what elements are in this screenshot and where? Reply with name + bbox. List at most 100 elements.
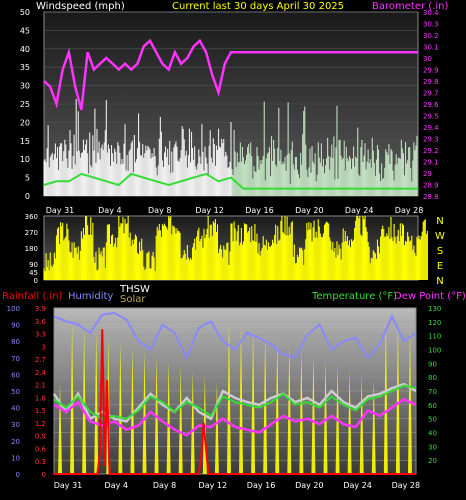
wind-average-line bbox=[43, 172, 418, 190]
temperature-tick-label: 50 bbox=[428, 416, 437, 424]
wind-direction-bars bbox=[43, 216, 428, 280]
rainfall-tick-label: 1.5 bbox=[35, 407, 46, 415]
compass-label: N bbox=[436, 216, 443, 227]
wind-tick-label: 5 bbox=[25, 174, 30, 183]
rain-temp-x-label: Day 8 bbox=[153, 481, 176, 490]
rainfall-tick-label: 0.9 bbox=[35, 433, 46, 441]
compass-label: S bbox=[437, 246, 443, 257]
temperature-tick-label: 80 bbox=[428, 374, 437, 382]
barometer-tick-label: 29.6 bbox=[423, 101, 439, 109]
solar-spike bbox=[82, 326, 87, 474]
solar-spike bbox=[371, 379, 376, 474]
dew-point-line bbox=[53, 397, 417, 437]
direction-tick-label: 90 bbox=[29, 261, 38, 269]
rain-temp-x-label: Day 20 bbox=[295, 481, 324, 490]
barometer-tick-label: 28.9 bbox=[423, 182, 439, 190]
wind-tick-label: 30 bbox=[20, 82, 30, 91]
barometer-tick-label: 29 bbox=[423, 170, 432, 178]
solar-spike bbox=[94, 331, 99, 474]
solar-spike bbox=[395, 322, 400, 474]
wind-x-label: Day 4 bbox=[98, 206, 121, 215]
rainfall-tick-label: 0 bbox=[42, 471, 46, 479]
temperature-legend: Temperature (°F) bbox=[311, 291, 397, 302]
wind-x-label: Day 16 bbox=[245, 206, 274, 215]
thsw-line bbox=[52, 382, 417, 423]
rain-temp-x-label: Day 12 bbox=[199, 481, 228, 490]
solar-spike bbox=[311, 354, 316, 474]
barometer-panel-title: Barometer (.in) bbox=[372, 1, 448, 12]
wind-tick-label: 40 bbox=[20, 45, 30, 54]
wind-panel-title: Windspeed (mph) bbox=[36, 1, 125, 12]
barometer-tick-label: 29.2 bbox=[423, 147, 439, 155]
rainfall-axis-ticks: 0 0.3 0.6 0.9 1.2 1.5 1.8 2.1 2.4 2.7 3 3.3 3.6 3.9 bbox=[35, 305, 47, 479]
humidity-tick-label: 0 bbox=[16, 471, 20, 479]
barometer-tick-label: 30.2 bbox=[423, 32, 439, 40]
wind-x-label: Day 12 bbox=[195, 206, 224, 215]
solar-spike bbox=[70, 321, 75, 474]
temperature-tick-label: 30 bbox=[428, 443, 437, 451]
wind-tick-label: 10 bbox=[20, 155, 30, 164]
temperature-tick-label: 110 bbox=[428, 333, 441, 341]
solar-spike bbox=[178, 366, 183, 474]
rain-rate-line bbox=[54, 329, 416, 475]
barometer-tick-label: 28.8 bbox=[423, 193, 439, 201]
solar-spike bbox=[383, 317, 388, 474]
solar-legend: Solar bbox=[120, 294, 146, 305]
wind-tick-label: 50 bbox=[20, 8, 30, 17]
rainfall-tick-label: 2.1 bbox=[35, 382, 46, 390]
wind-panel-x-labels: Day 31 Day 4 Day 8 Day 12 Day 16 Day 20 Day 24… bbox=[46, 206, 424, 215]
temperature-tick-label: 90 bbox=[428, 360, 437, 368]
temperature-tick-label: 70 bbox=[428, 388, 437, 396]
barometer-tick-label: 29.9 bbox=[423, 67, 439, 75]
humidity-legend: Humidity bbox=[68, 291, 113, 302]
solar-spike bbox=[287, 344, 292, 474]
rainfall-tick-label: 3.3 bbox=[35, 331, 46, 339]
wind-tick-label: 25 bbox=[20, 100, 30, 109]
center-title: Current last 30 days April 30 2025 bbox=[172, 1, 344, 12]
wind-tick-label: 45 bbox=[20, 26, 30, 35]
humidity-tick-label: 20 bbox=[11, 438, 20, 446]
solar-spike bbox=[166, 361, 171, 474]
direction-tick-label: 0 bbox=[34, 277, 38, 285]
humidity-tick-label: 10 bbox=[11, 454, 20, 462]
direction-tick-label: 180 bbox=[25, 245, 38, 253]
rainfall-tick-label: 0.3 bbox=[35, 458, 46, 466]
wind-tick-label: 35 bbox=[20, 63, 30, 72]
temperature-axis-ticks: 20 30 40 50 60 70 80 90 100 110 120 130 bbox=[428, 305, 441, 465]
rainfall-tick-label: 1.2 bbox=[35, 420, 46, 428]
temperature-tick-label: 130 bbox=[428, 305, 441, 313]
thsw-legend: THSW bbox=[119, 284, 150, 295]
compass-label: E bbox=[437, 261, 443, 272]
barometer-tick-label: 29.8 bbox=[423, 78, 439, 86]
barometer-tick-label: 30.3 bbox=[423, 21, 439, 29]
solar-spike bbox=[130, 346, 135, 474]
temperature-tick-label: 120 bbox=[428, 319, 441, 327]
barometer-tick-label: 29.4 bbox=[423, 124, 439, 132]
humidity-tick-label: 40 bbox=[11, 405, 20, 413]
wind-x-label: Day 24 bbox=[345, 206, 374, 215]
rainfall-tick-label: 2.4 bbox=[35, 369, 47, 377]
rainfall-tick-label: 3.6 bbox=[35, 318, 47, 326]
solar-spike bbox=[58, 382, 63, 474]
solar-spike bbox=[142, 351, 147, 474]
direction-tick-label: 45 bbox=[29, 269, 38, 277]
barometer-tick-label: 30 bbox=[423, 55, 432, 63]
solar-spike bbox=[347, 369, 352, 474]
solar-spike bbox=[251, 329, 256, 474]
compass-label: N bbox=[436, 276, 443, 287]
temperature-tick-label: 40 bbox=[428, 430, 437, 438]
rainfall-tick-label: 3 bbox=[42, 343, 46, 351]
humidity-tick-label: 70 bbox=[11, 355, 20, 363]
humidity-tick-label: 80 bbox=[11, 338, 20, 346]
solar-spike bbox=[118, 341, 123, 474]
wind-axis-ticks: 0 5 10 15 20 25 30 35 40 45 50 bbox=[20, 8, 30, 201]
solar-spike bbox=[359, 374, 364, 474]
temperature-tick-label: 100 bbox=[428, 347, 441, 355]
humidity-tick-label: 50 bbox=[11, 388, 20, 396]
barometer-tick-label: 29.3 bbox=[423, 136, 439, 144]
wind-x-label: Day 31 bbox=[46, 206, 75, 215]
rain-temp-x-label: Day 31 bbox=[54, 481, 83, 490]
barometer-line bbox=[43, 38, 418, 111]
temperature-tick-label: 60 bbox=[428, 402, 437, 410]
solar-spike bbox=[275, 339, 280, 474]
